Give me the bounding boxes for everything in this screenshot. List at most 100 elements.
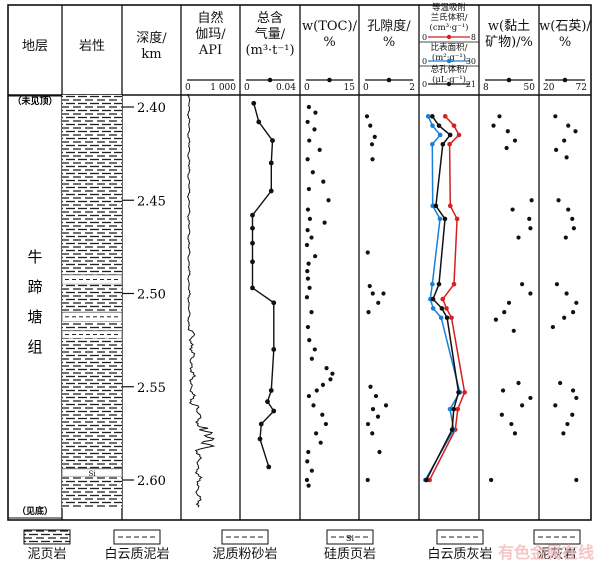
- legend-label: 泥质粉砂岩: [212, 547, 278, 562]
- toc-point: [306, 449, 311, 455]
- gas-content-point: [251, 100, 257, 106]
- toc-point: [307, 138, 312, 143]
- scale-marker-toc: [327, 77, 332, 83]
- langmuir-volume-point: [442, 114, 448, 119]
- toc-point: [306, 186, 312, 192]
- lith-band-dolomitic: [61, 274, 123, 285]
- pore-header-1: 比表面积/(m²·g⁻¹): [431, 42, 468, 63]
- toc-point: [304, 477, 310, 483]
- langmuir-volume-point: [447, 142, 452, 147]
- header-depth: 深度/km: [136, 30, 167, 62]
- toc-point: [306, 104, 312, 110]
- langmuir-volume-point: [427, 477, 432, 483]
- scale-max-clay: 50: [524, 83, 536, 93]
- clay-point: [502, 310, 507, 315]
- qtz-point: [563, 235, 568, 240]
- pore-scale-min-1: 0: [422, 57, 427, 66]
- depth-tick-label: 2.45: [137, 194, 166, 209]
- clay-point: [491, 123, 496, 128]
- gas-content-point: [271, 347, 277, 352]
- toc-point: [307, 285, 312, 291]
- pore-header-2: 总孔体积/(μL·g⁻¹): [431, 64, 468, 85]
- qtz-point: [574, 395, 579, 401]
- total-pore-volume-point: [451, 406, 457, 412]
- formation-char: 牛: [27, 248, 42, 266]
- langmuir-volume-point: [455, 406, 461, 412]
- toc-point: [305, 119, 310, 125]
- formation-char: 塘: [27, 308, 42, 326]
- qtz-point: [558, 380, 563, 386]
- legend-swatch-dolomitic: [113, 529, 161, 545]
- langmuir-volume-point: [454, 216, 460, 222]
- gas-content-point: [268, 388, 274, 393]
- header-qtz: w(石英)/%: [539, 19, 591, 50]
- por-point: [365, 477, 370, 483]
- por-point: [369, 142, 375, 147]
- legend-swatch-siliceous: Si: [326, 529, 374, 545]
- gas-content-point: [250, 225, 255, 231]
- gas-content-point: [271, 408, 277, 414]
- toc-point: [314, 431, 319, 436]
- clay-point: [497, 114, 502, 119]
- specific-surface-point: [430, 281, 435, 287]
- scale-min-clay: 8: [483, 83, 489, 93]
- qtz-point: [564, 155, 569, 160]
- toc-point: [312, 127, 317, 132]
- langmuir-volume-point: [447, 203, 453, 209]
- lith-band-mudstone: [62, 338, 122, 469]
- legend-label: 泥灰岩: [537, 547, 577, 562]
- scale-min-gas: 0: [244, 83, 250, 93]
- header-strat: 地层: [22, 39, 48, 54]
- gas-content-point: [250, 240, 255, 246]
- qtz-point: [554, 147, 559, 152]
- toc-point: [305, 324, 311, 330]
- total-pore-volume-point: [436, 123, 442, 128]
- pore-scale-max-2: 21: [466, 80, 476, 89]
- toc-point: [320, 412, 325, 417]
- clay-point: [505, 129, 510, 134]
- watermark: 有色金属在线: [497, 543, 594, 562]
- clay-point: [509, 421, 514, 427]
- total-pore-volume-point: [433, 203, 439, 209]
- qtz-point: [554, 282, 560, 287]
- specific-surface-point: [437, 132, 443, 138]
- langmuir-volume-point: [449, 315, 454, 321]
- scale-min-por: 0: [363, 83, 369, 93]
- clay-point: [528, 395, 533, 401]
- toc-point: [305, 459, 310, 464]
- legend-item-siliceous: Si 硅质页岩: [305, 527, 395, 562]
- legend-swatch-silty: [221, 529, 269, 545]
- gas-content-point: [250, 285, 255, 291]
- header-clay: w(黏土矿物)/%: [485, 18, 533, 50]
- por-point: [370, 291, 375, 296]
- clay-point: [529, 198, 534, 203]
- depth-tick-label: 2.40: [137, 101, 166, 116]
- scale-max-toc: 15: [344, 83, 356, 93]
- toc-point: [320, 382, 326, 387]
- qtz-point: [564, 291, 569, 296]
- toc-point: [305, 157, 310, 162]
- lith-band-silty: [61, 311, 123, 322]
- scale-marker-por: [386, 77, 392, 83]
- pore-scale-max-0: 8: [471, 33, 476, 42]
- toc-point: [309, 310, 314, 315]
- pore-scale-min-2: 0: [422, 80, 427, 89]
- total-pore-volume-point: [449, 427, 455, 432]
- gas-content-point: [256, 119, 262, 125]
- well-log-chart: 地层 岩性 深度/km 自然伽玛/API 0 1 000 总含气量/(m³·t⁻¹) 0 0.0…: [7, 2, 592, 521]
- por-point: [383, 403, 389, 408]
- legend-swatch-mudstone: [23, 529, 71, 545]
- header-toc: w(TOC)/%: [302, 19, 358, 50]
- pore-scale-max-1: 30: [466, 57, 476, 66]
- lith-band-dolomitic: [61, 330, 123, 339]
- langmuir-volume-point: [456, 132, 462, 138]
- toc-point: [306, 483, 311, 488]
- clay-point: [500, 388, 506, 393]
- toc-point: [324, 366, 329, 371]
- toc-point: [323, 421, 329, 427]
- clay-point: [511, 328, 516, 333]
- total-pore-volume-point: [436, 281, 442, 287]
- clay-point: [512, 138, 518, 143]
- por-point: [370, 407, 376, 412]
- depth-tick-label: 2.50: [137, 288, 166, 303]
